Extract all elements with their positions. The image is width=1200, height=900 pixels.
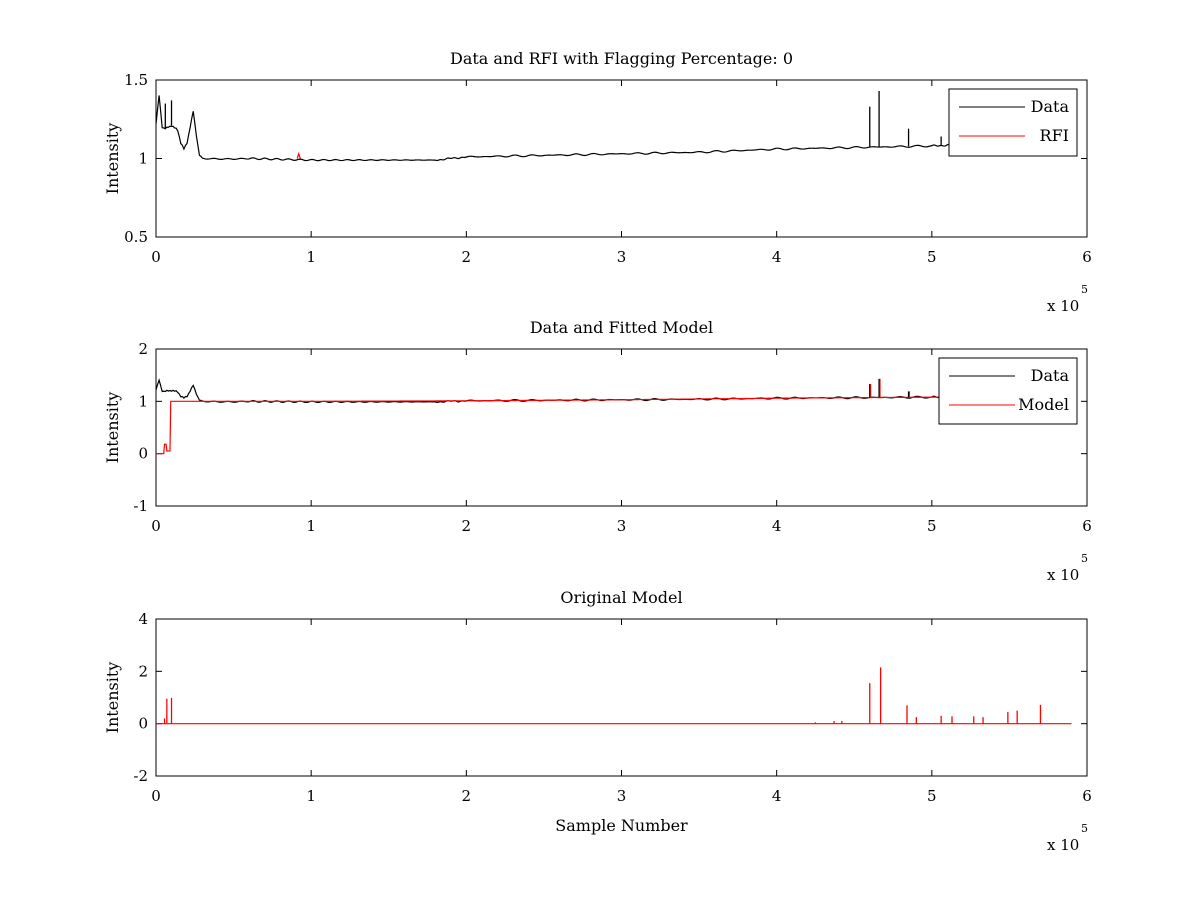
x-tick-label: 6: [1082, 787, 1092, 805]
legend: Data RFI: [948, 88, 1078, 157]
y-tick-label: 1: [138, 392, 148, 410]
x-tick-label: 3: [617, 517, 627, 535]
x-exponent-power: 5: [1081, 283, 1088, 296]
legend-label: Data: [1031, 97, 1070, 116]
y-tick-label: 1.5: [124, 71, 148, 89]
legend-label: Data: [1031, 366, 1070, 385]
y-tick-label: 0: [138, 445, 148, 463]
x-tick-label: 3: [617, 787, 627, 805]
y-axis-label: Intensity: [103, 123, 122, 195]
y-tick-label: 2: [138, 662, 148, 680]
chart-title: Original Model: [560, 588, 682, 607]
chart-panel-3: Original Model Intensity Sample Number 0 1 2 3…: [103, 588, 1092, 854]
x-tick-label: 5: [927, 248, 937, 266]
chart-panel-1: Data and RFI with Flagging Percentage: 0…: [103, 49, 1092, 315]
x-tick-label: 4: [772, 248, 782, 266]
x-tick-label: 1: [306, 248, 316, 266]
legend-label: RFI: [1040, 126, 1069, 145]
x-exponent-label: x 10: [1047, 836, 1079, 854]
legend-box: [948, 88, 1078, 157]
y-axis-label: Intensity: [103, 662, 122, 734]
y-axis-label: Intensity: [103, 392, 122, 464]
y-tick-label: 2: [138, 340, 148, 358]
x-tick-label: 4: [772, 517, 782, 535]
x-tick-label: 2: [462, 787, 472, 805]
y-tick-label: 1: [138, 150, 148, 168]
x-tick-label: 4: [772, 787, 782, 805]
y-tick-label: -2: [133, 767, 148, 785]
series-line-rfi: [296, 151, 301, 159]
plot-frame: [155, 79, 1088, 238]
legend-box: [938, 357, 1078, 425]
chart-title: Data and RFI with Flagging Percentage: 0: [450, 49, 793, 68]
plot-area: [156, 667, 1072, 725]
x-axis-label: Sample Number: [555, 816, 688, 835]
x-tick-label: 5: [927, 787, 937, 805]
x-tick-label: 0: [151, 517, 161, 535]
x-exponent-power: 5: [1081, 552, 1088, 565]
x-tick-label: 2: [462, 248, 472, 266]
x-exponent-label: x 10: [1047, 297, 1079, 315]
plot-area: [156, 90, 963, 162]
plot-area: [156, 378, 963, 455]
x-tick-label: 2: [462, 517, 472, 535]
chart-panel-2: Data and Fitted Model Intensity 0 1 2 3 4 5 6 x 1…: [103, 318, 1092, 584]
y-tick-label: 0.5: [124, 228, 148, 246]
x-tick-label: 6: [1082, 248, 1092, 266]
series-line-model: [156, 396, 963, 455]
plot-frame: [155, 618, 1088, 777]
x-tick-label: 1: [306, 787, 316, 805]
y-tick-label: -1: [133, 497, 148, 515]
x-exponent-label: x 10: [1047, 566, 1079, 584]
x-tick-label: 0: [151, 248, 161, 266]
legend: Data Model: [938, 357, 1078, 425]
series-line-data: [156, 95, 963, 162]
x-tick-label: 3: [617, 248, 627, 266]
legend-label: Model: [1018, 395, 1069, 414]
plot-frame: [155, 348, 1088, 507]
x-tick-label: 1: [306, 517, 316, 535]
x-tick-label: 5: [927, 517, 937, 535]
x-tick-label: 6: [1082, 517, 1092, 535]
y-tick-label: 0: [138, 715, 148, 733]
y-tick-label: 4: [138, 610, 148, 628]
chart-title: Data and Fitted Model: [530, 318, 713, 337]
x-exponent-power: 5: [1081, 822, 1088, 835]
x-tick-label: 0: [151, 787, 161, 805]
